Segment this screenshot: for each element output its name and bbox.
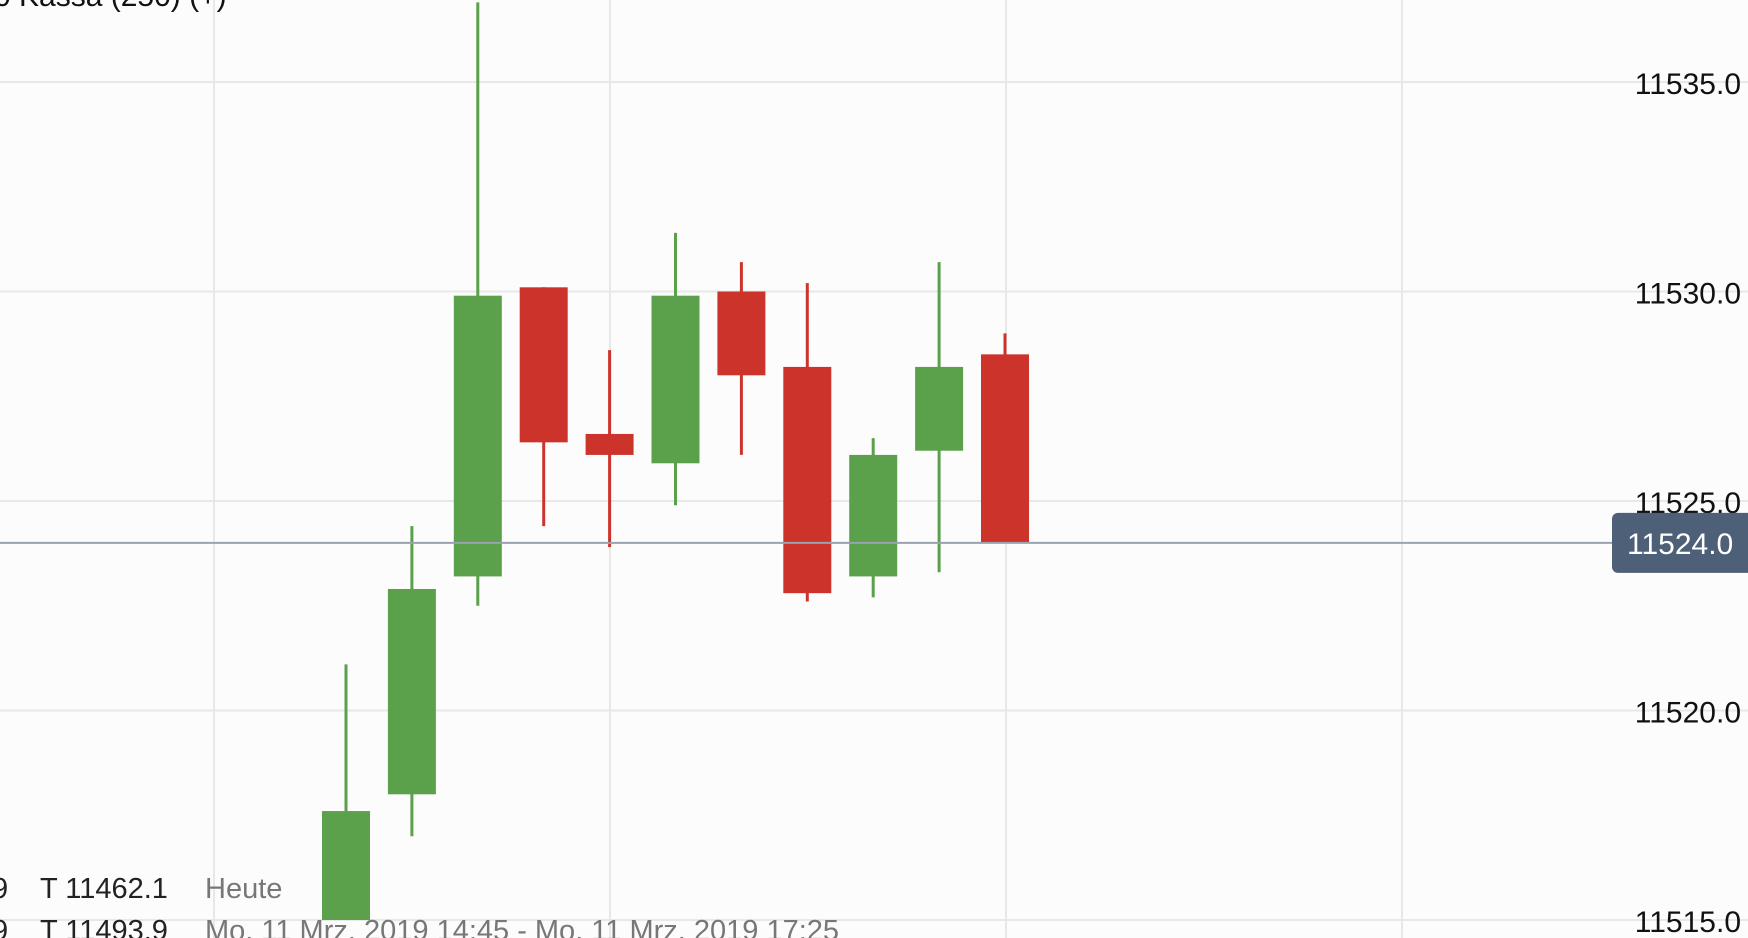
candle[interactable] (322, 664, 370, 920)
candle[interactable] (981, 333, 1029, 543)
candle-body-down (981, 354, 1029, 543)
candle-body-up (849, 454, 898, 577)
info-row2-value: T 11493.9 (40, 915, 168, 938)
info-row2-label: Mo. 11 Mrz. 2019 14:45 - Mo. 11 Mrz. 201… (205, 915, 839, 938)
candle[interactable] (783, 283, 832, 602)
candle-body-down (585, 433, 634, 455)
candle-body-down (717, 291, 766, 376)
candle[interactable] (651, 232, 700, 506)
y-tick-label: 11515.0 (1635, 906, 1741, 938)
current-price-label: 11524.0 (1627, 528, 1733, 561)
chart-title: 0 Kassa (250) (+) (0, 0, 227, 13)
info-row1-value: T 11462.1 (40, 873, 168, 905)
current-price-badge: 11524.0 (1612, 512, 1748, 573)
candle-body-up (387, 588, 436, 795)
y-tick-label: 11535.0 (1635, 68, 1741, 101)
candle-body-up (322, 811, 370, 920)
candle[interactable] (519, 287, 568, 527)
candle-body-down (519, 287, 568, 443)
info-row1-label: Heute (205, 873, 282, 905)
candle[interactable] (915, 262, 964, 573)
y-tick-label: 11520.0 (1635, 697, 1741, 730)
candle-body-up (915, 366, 964, 451)
candle-body-up (651, 295, 700, 464)
candles-layer (322, 2, 1029, 920)
info-row1-prefix: 9 (0, 873, 8, 905)
candle-body-up (453, 295, 502, 577)
candle[interactable] (585, 350, 634, 548)
info-row2-prefix: 9 (0, 915, 8, 938)
candle[interactable] (453, 2, 502, 606)
info-overlay: 9 T 11462.1 Heute 9 T 11493.9 Mo. 11 Mrz… (0, 873, 839, 938)
candle[interactable] (849, 438, 898, 598)
y-tick-label: 11530.0 (1635, 278, 1741, 311)
candle[interactable] (387, 526, 436, 837)
candle-body-down (783, 366, 832, 594)
candle[interactable] (717, 262, 766, 455)
